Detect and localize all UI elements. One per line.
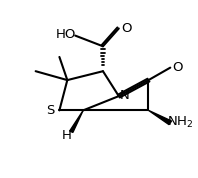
Text: O: O — [172, 61, 183, 74]
Polygon shape — [70, 110, 83, 132]
Text: NH$_2$: NH$_2$ — [167, 115, 193, 130]
Text: HO: HO — [56, 28, 76, 41]
Text: O: O — [121, 22, 132, 35]
Polygon shape — [148, 110, 171, 125]
Text: S: S — [46, 104, 55, 117]
Text: H: H — [61, 129, 71, 142]
Text: N: N — [119, 89, 129, 102]
